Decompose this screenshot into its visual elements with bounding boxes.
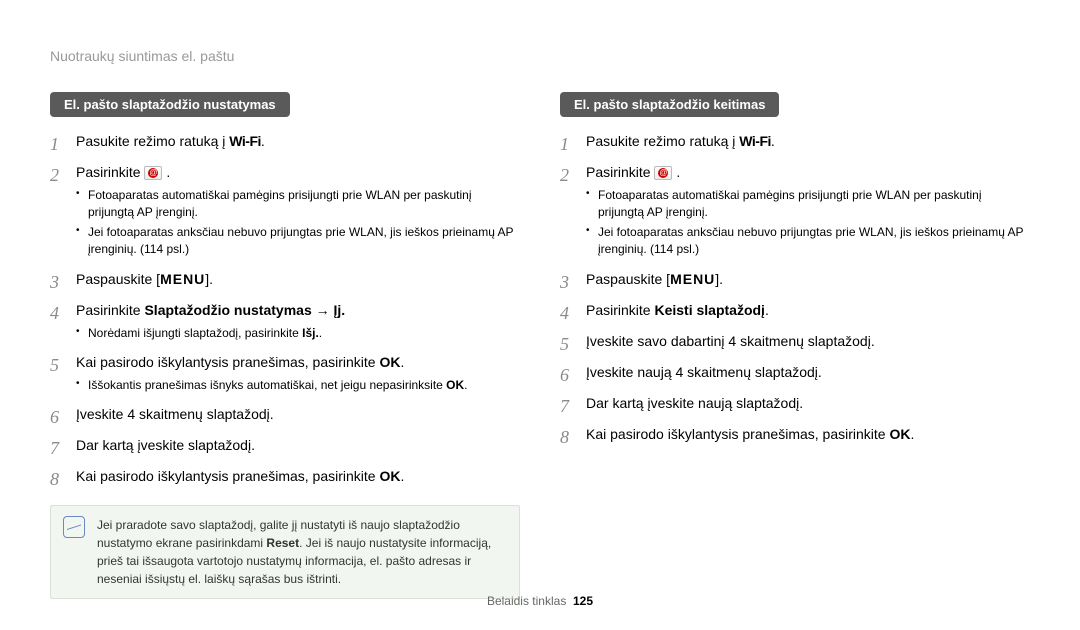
step-8: Kai pasirodo iškylantysis pranešimas, pa… [50,466,520,487]
wifi-label: Wi-Fi [229,133,261,149]
step-2: Pasirinkite . Fotoaparatas automatiškai … [50,162,520,259]
step-text: Kai pasirodo iškylantysis pranešimas, pa… [76,354,379,370]
step-4: Pasirinkite Slaptažodžio nustatymas → Įj… [50,300,520,342]
sub-list: Fotoaparatas automatiškai pamėgins prisi… [586,187,1030,259]
sub-text: Norėdami išjungti slaptažodį, pasirinkit… [88,326,302,340]
sub-text: . [319,326,322,340]
email-icon [654,166,672,180]
sub-item: Norėdami išjungti slaptažodį, pasirinkit… [76,325,520,342]
note-icon [63,516,85,538]
step-3: Paspauskite [MENU]. [560,269,1030,290]
step-3: Paspauskite [MENU]. [50,269,520,290]
step-text: Pasirinkite [76,164,144,180]
sub-item: Fotoaparatas automatiškai pamėgins prisi… [586,187,1030,222]
step-text: Kai pasirodo iškylantysis pranešimas, pa… [586,426,889,442]
step-text: ]. [205,271,213,287]
step-text: Pasukite režimo ratuką į [586,133,739,149]
step-2: Pasirinkite . Fotoaparatas automatiškai … [560,162,1030,259]
sub-bold: OK [446,378,464,392]
email-icon [144,166,162,180]
step-text: Pasirinkite [76,302,144,318]
step-text: . [771,133,775,149]
step-8: Kai pasirodo iškylantysis pranešimas, pa… [560,424,1030,445]
content-columns: El. pašto slaptažodžio nustatymas Pasuki… [50,92,1030,599]
page-header: Nuotraukų siuntimas el. paštu [50,48,1030,64]
left-column: El. pašto slaptažodžio nustatymas Pasuki… [50,92,520,599]
left-steps: Pasukite režimo ratuką į Wi-Fi. Pasirink… [50,131,520,487]
right-column: El. pašto slaptažodžio keitimas Pasukite… [560,92,1030,599]
wifi-label: Wi-Fi [739,133,771,149]
sub-text: Iššokantis pranešimas išnyks automatiška… [88,378,446,392]
note-text: Jei praradote savo slaptažodį, galite jį… [97,516,507,588]
sub-item: Jei fotoaparatas anksčiau nebuvo prijung… [76,224,520,259]
left-section-title: El. pašto slaptažodžio nustatymas [50,92,290,117]
sub-item: Fotoaparatas automatiškai pamėgins prisi… [76,187,520,222]
right-section-title: El. pašto slaptažodžio keitimas [560,92,779,117]
step-bold: OK [379,468,400,484]
step-text: Pasirinkite [586,302,654,318]
step-text: . [261,133,265,149]
page-footer: Belaidis tinklas 125 [0,594,1080,608]
sub-bold: Išj. [302,326,319,340]
step-text: . [400,354,404,370]
page-number: 125 [573,594,593,608]
sub-list: Norėdami išjungti slaptažodį, pasirinkit… [76,325,520,342]
step-text: . [765,302,769,318]
note-box: Jei praradote savo slaptažodį, galite jį… [50,505,520,599]
step-6: Įveskite naują 4 skaitmenų slaptažodį. [560,362,1030,383]
note-bold: Reset [266,536,299,550]
step-5: Įveskite savo dabartinį 4 skaitmenų slap… [560,331,1030,352]
sub-list: Fotoaparatas automatiškai pamėgins prisi… [76,187,520,259]
menu-icon: MENU [670,271,715,287]
step-text: Paspauskite [ [586,271,670,287]
right-steps: Pasukite režimo ratuką į Wi-Fi. Pasirink… [560,131,1030,445]
sub-text: . [464,378,467,392]
step-bold: Slaptažodžio nustatymas → Įj. [144,302,345,318]
step-bold: OK [379,354,400,370]
step-bold: Keisti slaptažodį [654,302,764,318]
step-5: Kai pasirodo iškylantysis pranešimas, pa… [50,352,520,394]
footer-label: Belaidis tinklas [487,594,566,608]
step-7: Dar kartą įveskite slaptažodį. [50,435,520,456]
step-7: Dar kartą įveskite naują slaptažodį. [560,393,1030,414]
step-bold: OK [889,426,910,442]
step-text: . [910,426,914,442]
step-text: . [162,164,170,180]
step-text: Kai pasirodo iškylantysis pranešimas, pa… [76,468,379,484]
sub-item: Jei fotoaparatas anksčiau nebuvo prijung… [586,224,1030,259]
step-1: Pasukite režimo ratuką į Wi-Fi. [50,131,520,152]
sub-item: Iššokantis pranešimas išnyks automatiška… [76,377,520,394]
step-text: . [400,468,404,484]
step-text: ]. [715,271,723,287]
step-4: Pasirinkite Keisti slaptažodį. [560,300,1030,321]
sub-list: Iššokantis pranešimas išnyks automatiška… [76,377,520,394]
menu-icon: MENU [160,271,205,287]
step-text: Paspauskite [ [76,271,160,287]
step-text: Pasirinkite [586,164,654,180]
step-text: . [672,164,680,180]
step-text: Pasukite režimo ratuką į [76,133,229,149]
step-6: Įveskite 4 skaitmenų slaptažodį. [50,404,520,425]
step-1: Pasukite režimo ratuką į Wi-Fi. [560,131,1030,152]
